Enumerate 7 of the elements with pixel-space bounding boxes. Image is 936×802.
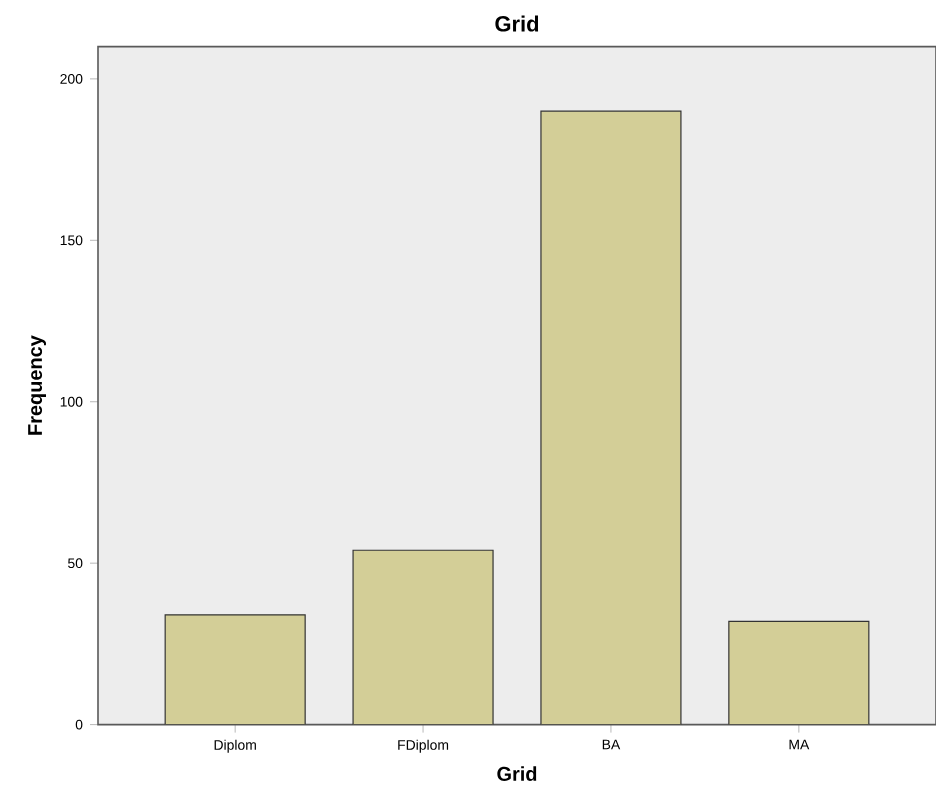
bar	[352, 549, 494, 725]
chart-title: Grid	[495, 15, 539, 32]
y-axis-title: Frequency	[28, 335, 46, 435]
bar	[728, 620, 870, 725]
bar	[540, 110, 682, 725]
bar	[164, 614, 306, 725]
x-axis-title: Grid	[497, 766, 537, 781]
